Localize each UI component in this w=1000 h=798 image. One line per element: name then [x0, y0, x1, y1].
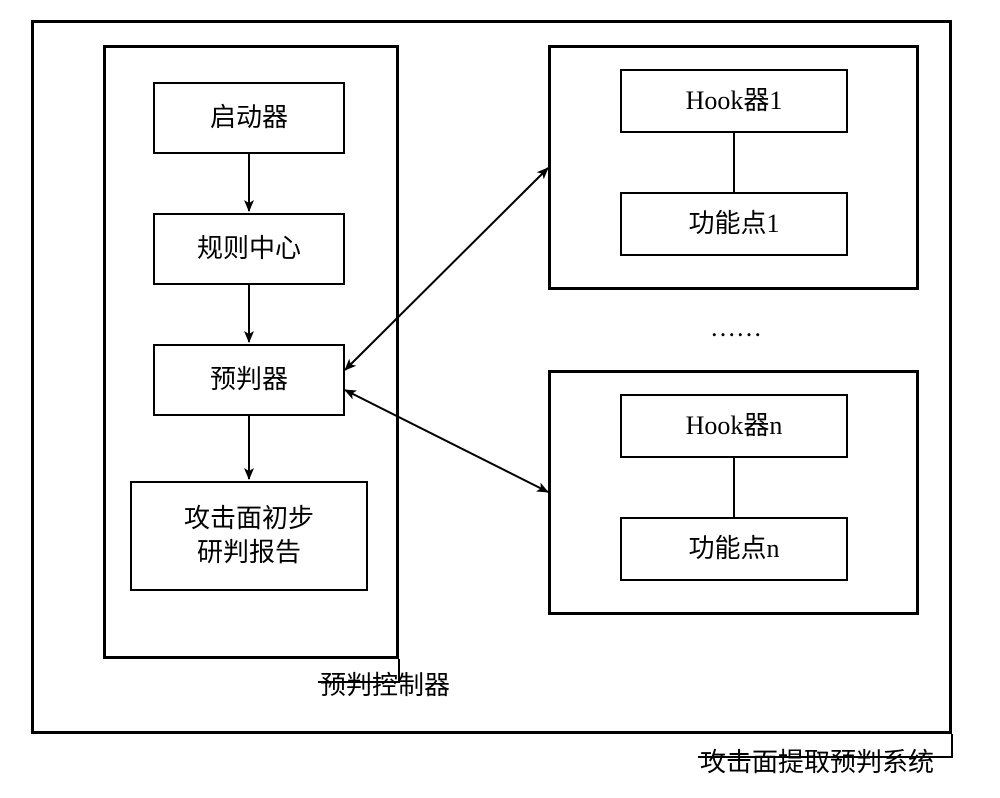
hook-1-box: Hook器1: [620, 69, 848, 133]
ellipsis: ……: [710, 313, 762, 343]
prejudge-label: 预判器: [210, 363, 288, 397]
fp-1-box: 功能点1: [620, 192, 848, 256]
hook-n-label: Hook器n: [686, 409, 783, 443]
rules-label: 规则中心: [197, 232, 301, 266]
report-box: 攻击面初步 研判报告: [130, 481, 368, 591]
fp-n-label: 功能点n: [688, 532, 779, 566]
starter-box: 启动器: [153, 82, 345, 154]
fp-n-box: 功能点n: [620, 517, 848, 581]
system-label: 攻击面提取预判系统: [700, 742, 934, 779]
fp-1-label: 功能点1: [688, 207, 779, 241]
hook-1-label: Hook器1: [686, 84, 783, 118]
controller-label: 预判控制器: [320, 665, 450, 702]
starter-label: 启动器: [210, 101, 288, 135]
prejudge-box: 预判器: [153, 344, 345, 416]
rules-box: 规则中心: [153, 213, 345, 285]
hook-n-box: Hook器n: [620, 394, 848, 458]
report-label: 攻击面初步 研判报告: [184, 502, 314, 570]
